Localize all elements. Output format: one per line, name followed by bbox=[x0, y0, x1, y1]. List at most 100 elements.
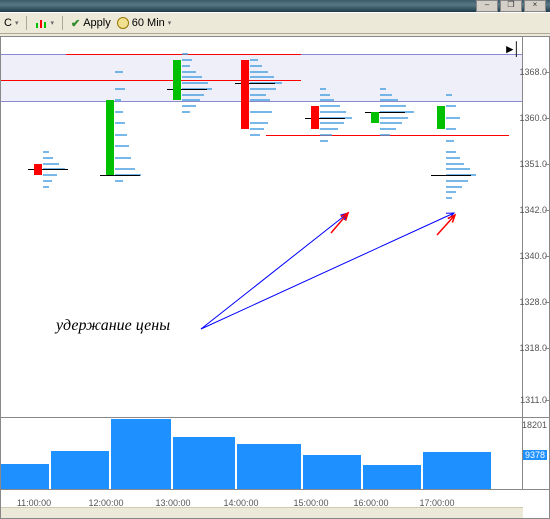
xaxis-label: 15:00:00 bbox=[293, 498, 328, 508]
volume-bar bbox=[1, 464, 49, 490]
apply-button[interactable]: ✔ Apply bbox=[71, 17, 111, 30]
profile-row bbox=[320, 99, 334, 101]
profile-row bbox=[380, 88, 386, 90]
volume-last-tag: 9378 bbox=[523, 450, 547, 460]
poc-line bbox=[100, 175, 140, 176]
profile-row bbox=[320, 105, 340, 107]
profile-row bbox=[446, 197, 452, 199]
profile-row bbox=[380, 94, 392, 96]
yaxis-label: 1351.0 bbox=[519, 159, 547, 169]
price-yaxis: 1368.01360.01351.01342.01340.01328.01318… bbox=[522, 37, 549, 417]
profile-row bbox=[43, 180, 52, 182]
profile-row bbox=[182, 53, 188, 55]
clock-icon bbox=[117, 17, 129, 29]
volume-yaxis: 18201 9378 bbox=[522, 418, 549, 490]
profile-row bbox=[250, 134, 260, 136]
profile-row bbox=[446, 157, 460, 159]
profile-row bbox=[250, 122, 268, 124]
close-button[interactable]: × bbox=[524, 0, 546, 12]
profile-row bbox=[115, 145, 129, 147]
price-chart[interactable]: 1368.01360.01351.01342.01340.01328.01318… bbox=[1, 37, 549, 417]
yaxis-label: 1360.0 bbox=[519, 113, 547, 123]
volume-max-label: 18201 bbox=[522, 420, 547, 430]
volume-bar bbox=[173, 437, 235, 490]
app-window: – ❐ × C ▾ ▾ ✔ Apply 60 Min ▾ 1368.0 1360.… bbox=[0, 0, 550, 519]
profile-row bbox=[250, 88, 276, 90]
chart-type-picker[interactable]: ▾ bbox=[35, 18, 54, 28]
chart-frame: 1368.01360.01351.01342.01340.01328.01318… bbox=[0, 36, 550, 519]
yaxis-label: 1342.0 bbox=[519, 205, 547, 215]
poc-line bbox=[431, 175, 471, 176]
profile-row bbox=[380, 122, 402, 124]
chevron-down-icon: ▾ bbox=[168, 19, 172, 27]
volume-bar bbox=[363, 465, 421, 490]
profile-row bbox=[380, 105, 406, 107]
profile-row bbox=[182, 65, 190, 67]
profile-row bbox=[250, 76, 274, 78]
check-icon: ✔ bbox=[71, 17, 80, 30]
profile-row bbox=[115, 157, 131, 159]
profile-row bbox=[115, 168, 135, 170]
profile-row bbox=[250, 99, 270, 101]
profile-row bbox=[115, 111, 123, 113]
profile-row bbox=[182, 82, 208, 84]
profile-row bbox=[115, 180, 123, 182]
volume-bar bbox=[111, 419, 171, 490]
apply-label: Apply bbox=[83, 17, 111, 29]
yaxis-label: 1368.0 bbox=[519, 67, 547, 77]
profile-row bbox=[446, 168, 470, 170]
minimize-button[interactable]: – bbox=[476, 0, 498, 12]
end-marker-icon[interactable]: ▸│ bbox=[506, 41, 521, 57]
volume-bar bbox=[303, 455, 361, 490]
horizontal-scrollbar[interactable] bbox=[1, 507, 523, 518]
profile-row bbox=[182, 105, 196, 107]
symbol-field[interactable]: C ▾ bbox=[4, 17, 18, 29]
profile-row bbox=[380, 128, 396, 130]
timeframe-label: 60 Min bbox=[132, 17, 165, 29]
titlebar: – ❐ × bbox=[0, 0, 550, 12]
profile-row bbox=[446, 117, 460, 119]
volume-bar bbox=[51, 451, 109, 490]
profile-row bbox=[320, 122, 344, 124]
profile-row bbox=[446, 186, 462, 188]
profile-row bbox=[380, 134, 390, 136]
maximize-button[interactable]: ❐ bbox=[500, 0, 522, 12]
yaxis-label: 1318.0 bbox=[519, 343, 547, 353]
xaxis-label: 13:00:00 bbox=[155, 498, 190, 508]
profile-row bbox=[320, 134, 332, 136]
profile-row bbox=[320, 94, 330, 96]
profile-row bbox=[250, 111, 272, 113]
profile-row bbox=[446, 128, 456, 130]
profile-row bbox=[43, 174, 57, 176]
profile-row bbox=[182, 59, 192, 61]
profile-row bbox=[320, 111, 346, 113]
profile-row bbox=[115, 99, 121, 101]
profile-row bbox=[182, 71, 196, 73]
profile-row bbox=[250, 128, 264, 130]
profile-row bbox=[320, 88, 326, 90]
volume-chart[interactable]: 18201 9378 bbox=[1, 417, 549, 490]
profile-row bbox=[43, 157, 53, 159]
xaxis-label: 11:00:00 bbox=[17, 498, 51, 508]
profile-row bbox=[115, 122, 125, 124]
profile-row bbox=[446, 94, 452, 96]
profile-row bbox=[446, 151, 456, 153]
xaxis-label: 14:00:00 bbox=[223, 498, 258, 508]
profile-row bbox=[446, 140, 454, 142]
xaxis-label: 17:00:00 bbox=[419, 498, 454, 508]
profile-row bbox=[115, 88, 125, 90]
chevron-down-icon: ▾ bbox=[50, 19, 54, 27]
profile-row bbox=[446, 191, 456, 193]
profile-row bbox=[182, 76, 202, 78]
profile-row bbox=[446, 180, 468, 182]
resistance-line bbox=[1, 80, 301, 81]
xaxis-label: 12:00:00 bbox=[88, 498, 123, 508]
profile-row bbox=[43, 151, 49, 153]
timeframe-picker[interactable]: 60 Min ▾ bbox=[117, 17, 172, 29]
profile-row bbox=[250, 71, 268, 73]
time-xaxis: 11:00:00 12:00:00 13:00:00 14:00:00 15:00:00… bbox=[1, 489, 549, 518]
profile-row bbox=[320, 128, 338, 130]
profile-row bbox=[43, 186, 49, 188]
profile-row bbox=[380, 117, 408, 119]
yaxis-label: 1311.0 bbox=[520, 395, 547, 405]
